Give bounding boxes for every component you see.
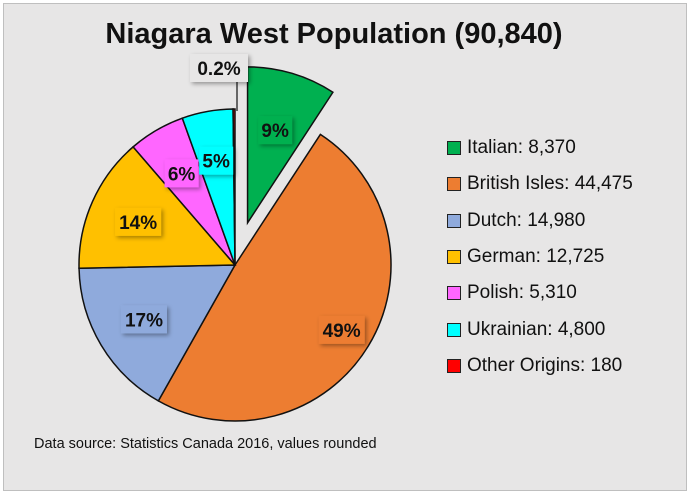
pie-slice-italian xyxy=(246,66,334,226)
data-label-polish: 6% xyxy=(164,159,199,188)
svg-text:0.2%: 0.2% xyxy=(197,59,240,80)
legend-item-ukrainian: Ukrainian: 4,800 xyxy=(447,311,633,347)
legend-item-british-isles: British Isles: 44,475 xyxy=(447,166,633,202)
legend-swatch xyxy=(447,213,461,228)
legend-label: German: 12,725 xyxy=(467,246,605,268)
legend-swatch xyxy=(447,286,461,301)
legend-item-german: German: 12,725 xyxy=(447,239,633,275)
legend: Italian: 8,370 British Isles: 44,475 Dutch… xyxy=(447,130,633,384)
svg-text:5%: 5% xyxy=(202,152,230,173)
legend-label: British Isles: 44,475 xyxy=(467,173,633,195)
legend-item-italian: Italian: 8,370 xyxy=(447,130,633,166)
legend-item-dutch: Dutch: 14,980 xyxy=(447,203,633,239)
data-label-ukrainian: 5% xyxy=(199,146,234,175)
pie-chart: 9% 49% 17% 14% 6% 5% 0.2% xyxy=(78,54,392,422)
data-label-other-origins: 0.2% xyxy=(190,54,248,82)
legend-label: Other Origins: 180 xyxy=(467,354,623,376)
svg-text:49%: 49% xyxy=(323,321,361,342)
pie-slice-german xyxy=(78,145,237,270)
data-label-italian: 9% xyxy=(258,116,293,145)
legend-label: Ukrainian: 4,800 xyxy=(467,318,606,340)
legend-swatch xyxy=(447,141,461,156)
data-label-british-isles: 49% xyxy=(318,315,365,344)
legend-swatch xyxy=(447,250,461,265)
data-label-dutch: 17% xyxy=(120,305,167,334)
legend-swatch xyxy=(447,358,461,373)
data-label-german: 14% xyxy=(115,207,162,236)
svg-text:6%: 6% xyxy=(168,164,196,185)
svg-text:17%: 17% xyxy=(125,310,163,331)
svg-text:9%: 9% xyxy=(261,121,289,142)
legend-label: Italian: 8,370 xyxy=(467,137,576,159)
legend-swatch xyxy=(447,322,461,337)
legend-label: Dutch: 14,980 xyxy=(467,209,586,231)
legend-label: Polish: 5,310 xyxy=(467,282,577,304)
legend-item-polish: Polish: 5,310 xyxy=(447,275,633,311)
pie-slice-other-origins xyxy=(232,108,236,266)
chart-title: Niagara West Population (90,840) xyxy=(105,18,563,50)
pie-slice-british-isles xyxy=(157,133,392,422)
legend-swatch xyxy=(447,177,461,192)
chart-area: Niagara West Population (90,840) 9% 49% 17… xyxy=(3,3,687,491)
svg-text:14%: 14% xyxy=(119,213,157,234)
legend-item-other-origins: Other Origins: 180 xyxy=(447,348,633,384)
data-source-note: Data source: Statistics Canada 2016, val… xyxy=(34,436,377,452)
